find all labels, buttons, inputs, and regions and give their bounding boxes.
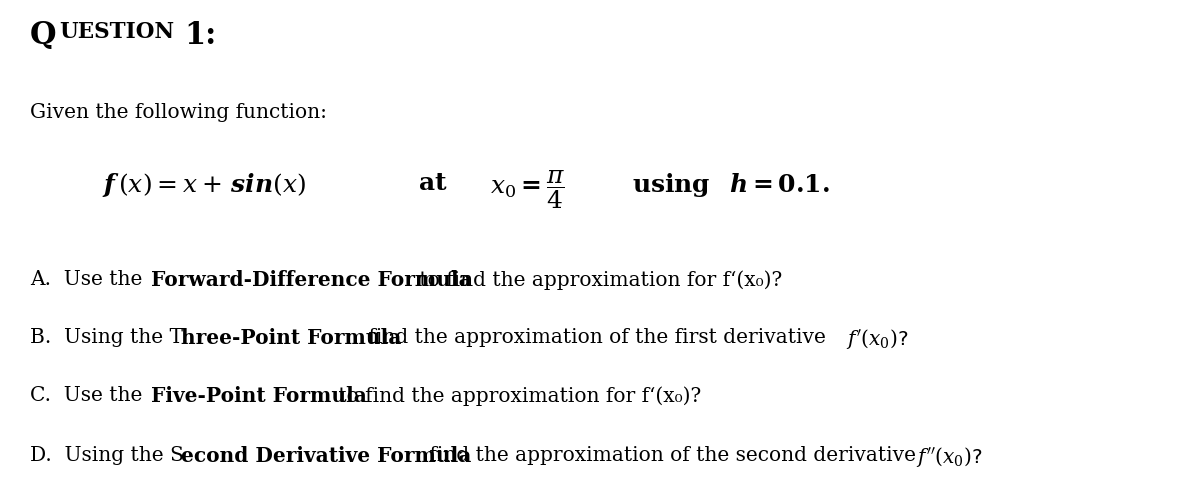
Text: find the approximation of the first derivative: find the approximation of the first deri… <box>362 328 833 347</box>
Text: $f''(x_0)$?: $f''(x_0)$? <box>916 446 983 470</box>
Text: C.  Use the: C. Use the <box>30 386 149 405</box>
Text: D.  Using the S: D. Using the S <box>30 446 184 465</box>
Text: Forward-Difference Formula: Forward-Difference Formula <box>151 270 472 290</box>
Text: $\boldsymbol{x_0 = \dfrac{\pi}{4}}$: $\boldsymbol{x_0 = \dfrac{\pi}{4}}$ <box>490 168 565 211</box>
Text: $\mathbf{using} \;\;\; \boldsymbol{h} \mathbf{= 0.1.}$: $\mathbf{using} \;\;\; \boldsymbol{h} \m… <box>632 171 830 199</box>
Text: $f'(x_0)$?: $f'(x_0)$? <box>846 328 908 352</box>
Text: Five-Point Formula: Five-Point Formula <box>151 386 367 406</box>
Text: to find the approximation for f‘(x₀)?: to find the approximation for f‘(x₀)? <box>332 386 701 406</box>
Text: find the approximation of the second derivative: find the approximation of the second der… <box>422 446 922 465</box>
Text: econd Derivative Formula: econd Derivative Formula <box>181 446 472 466</box>
Text: Q: Q <box>30 20 56 51</box>
Text: A.  Use the: A. Use the <box>30 270 149 289</box>
Text: $\boldsymbol{f}\,(x) = x+\,\boldsymbol{sin}(x)$: $\boldsymbol{f}\,(x) = x+\,\boldsymbol{s… <box>102 171 306 199</box>
Text: to find the approximation for f‘(x₀)?: to find the approximation for f‘(x₀)? <box>413 270 782 290</box>
Text: $\mathbf{at}$: $\mathbf{at}$ <box>418 171 448 195</box>
Text: Given the following function:: Given the following function: <box>30 103 326 122</box>
Text: UESTION: UESTION <box>59 21 174 43</box>
Text: B.  Using the T: B. Using the T <box>30 328 182 347</box>
Text: 1:: 1: <box>185 20 217 51</box>
Text: hree-Point Formula: hree-Point Formula <box>181 328 402 348</box>
